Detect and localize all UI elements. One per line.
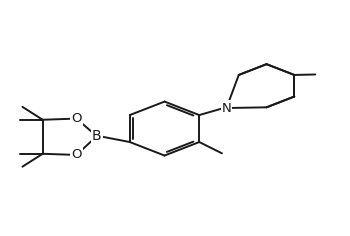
Text: B: B (92, 129, 101, 143)
Text: O: O (71, 112, 82, 125)
Text: O: O (71, 148, 82, 161)
Text: N: N (222, 101, 231, 114)
